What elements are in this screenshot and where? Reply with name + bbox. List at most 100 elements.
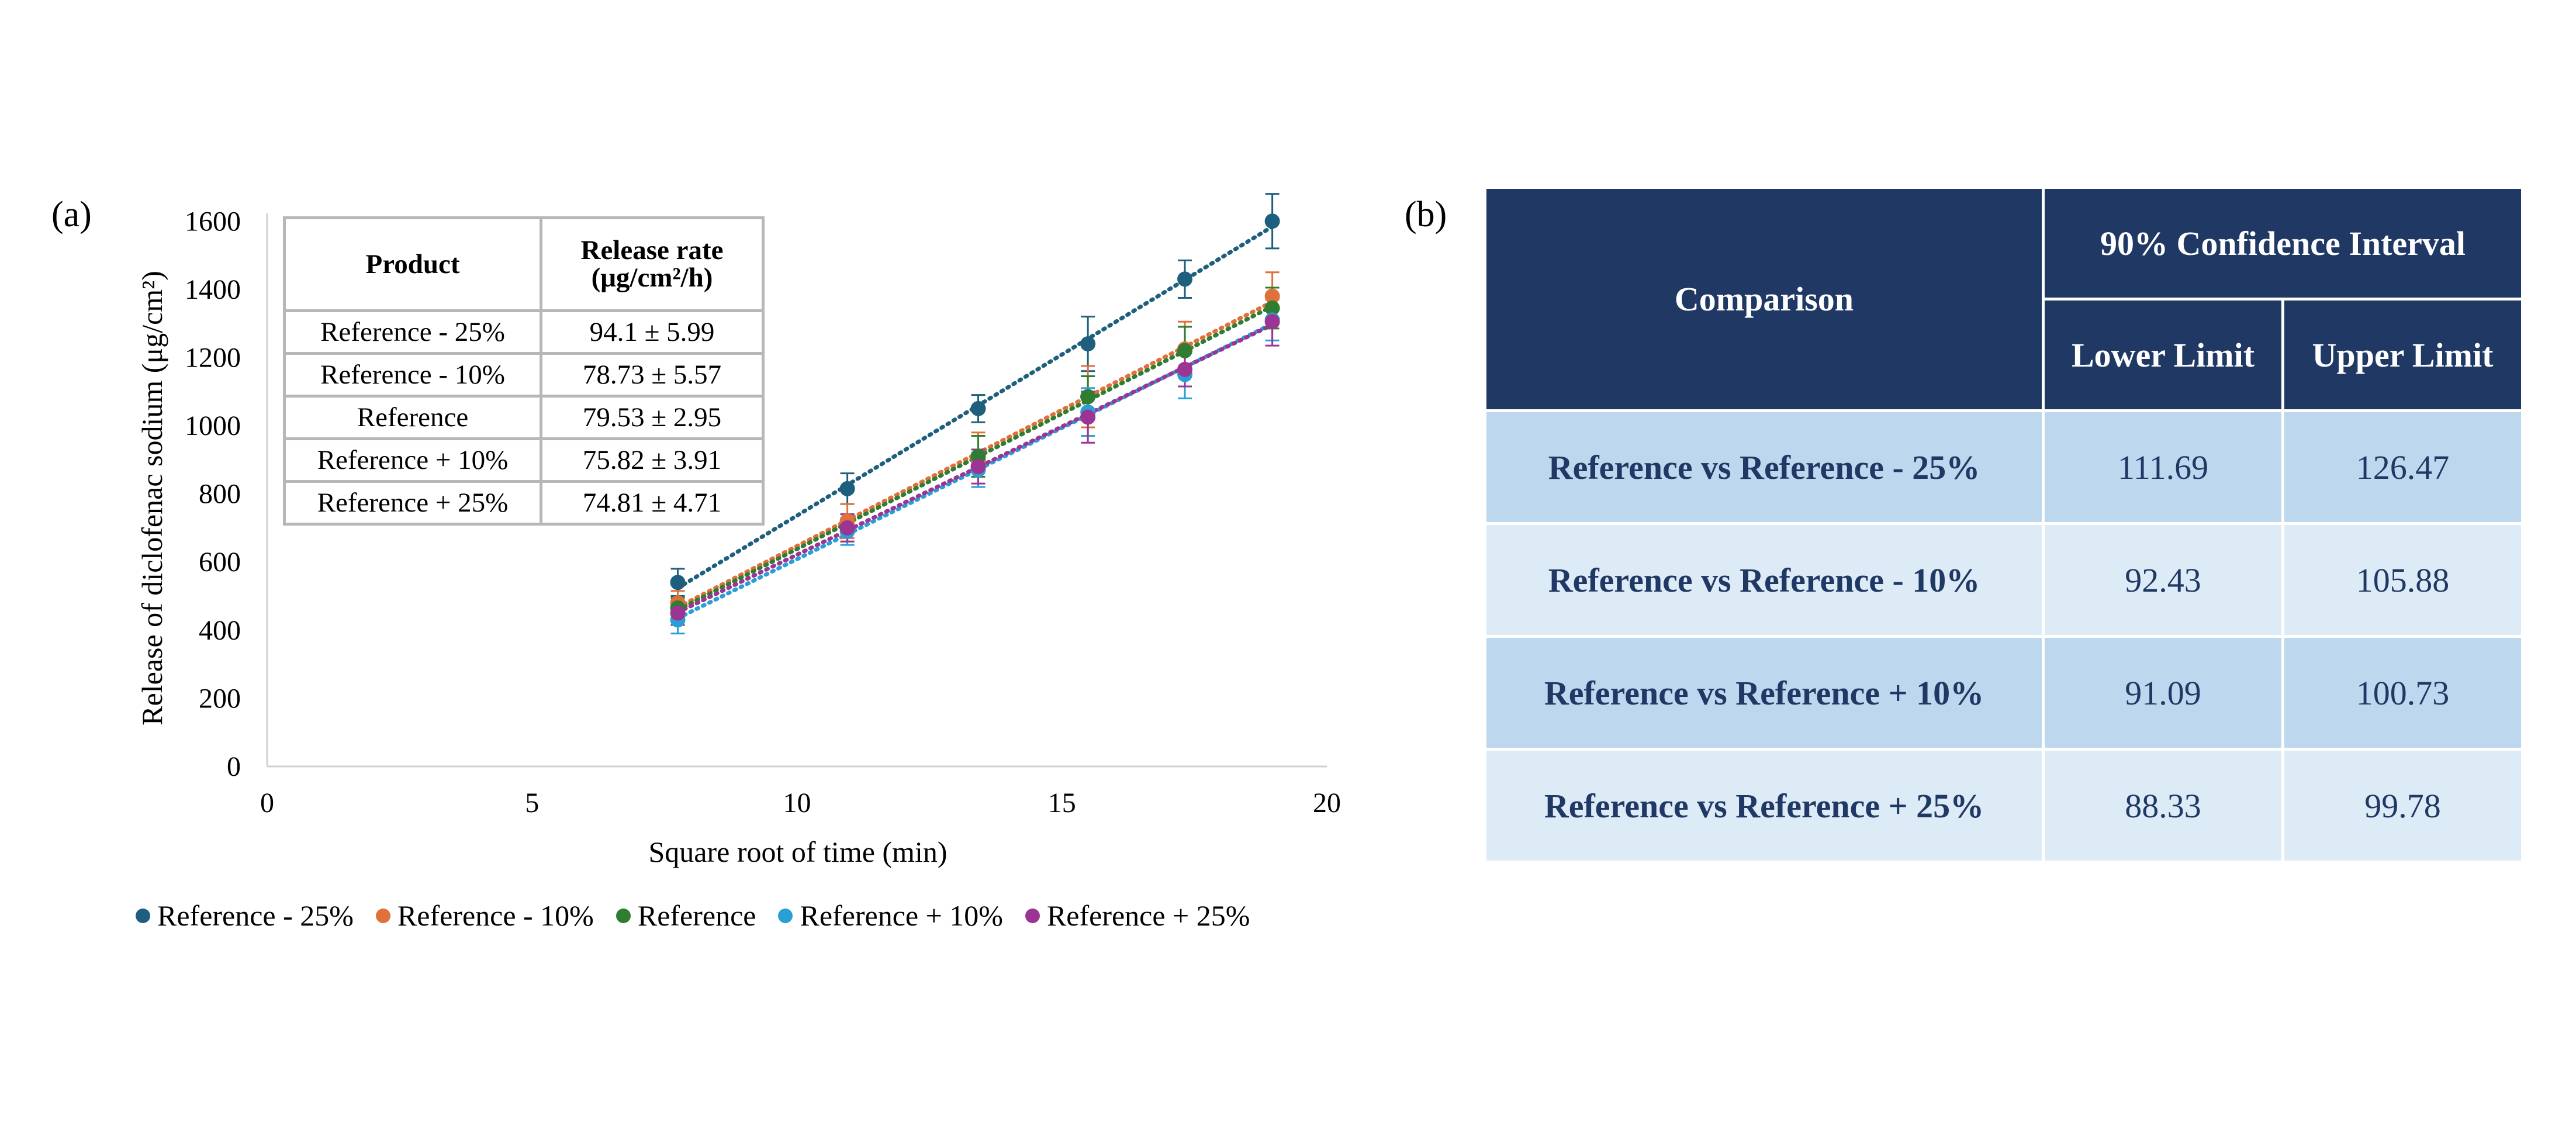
- y-tick-label: 1400: [185, 274, 241, 305]
- legend-label: Reference: [637, 899, 756, 932]
- data-point: [1177, 271, 1193, 287]
- comparison-cell: Reference vs Reference - 10%: [1484, 522, 2045, 638]
- legend-marker-icon: [778, 908, 793, 923]
- header-lower-limit: Lower Limit: [2042, 298, 2284, 412]
- lower-limit-cell: 91.09: [2042, 635, 2284, 751]
- legend-marker-icon: [375, 908, 390, 923]
- upper-limit-cell: 105.88: [2281, 522, 2524, 638]
- table-row: Reference + 10% 75.82 ± 3.91: [283, 437, 765, 483]
- y-tick-label: 800: [199, 479, 241, 510]
- upper-limit-cell: 126.47: [2281, 409, 2524, 525]
- data-point: [670, 575, 686, 590]
- data-point: [1080, 336, 1096, 352]
- inset-table-header-row: Product Release rate (μg/cm²/h): [283, 216, 765, 312]
- y-tick-label: 1200: [185, 342, 241, 373]
- chart-legend: Reference - 25% Reference - 10% Reference R…: [136, 898, 1272, 933]
- legend-label: Reference + 10%: [800, 899, 1003, 932]
- ci-subheader-row: Lower Limit Upper Limit: [1485, 298, 2524, 412]
- table-row: Reference vs Reference - 25% 111.69 126.…: [1484, 409, 2524, 525]
- legend-label: Reference - 25%: [157, 899, 354, 932]
- rate-cell: 74.81 ± 4.71: [540, 480, 765, 526]
- table-row: Reference + 25% 74.81 ± 4.71: [283, 480, 765, 526]
- product-cell: Reference: [283, 395, 542, 440]
- data-point: [839, 520, 855, 536]
- product-cell: Reference - 10%: [283, 352, 542, 398]
- legend-item: Reference + 10%: [778, 899, 1003, 932]
- legend-item: Reference - 25%: [136, 899, 354, 932]
- confidence-interval-table: Comparison 90% Confidence Interval Lower…: [1484, 186, 2524, 864]
- table-row: Reference vs Reference - 10% 92.43 105.8…: [1484, 522, 2524, 638]
- lower-limit-cell: 92.43: [2042, 522, 2284, 638]
- header-confidence-interval: 90% Confidence Interval: [2042, 186, 2524, 301]
- header-product: Product: [283, 216, 542, 312]
- data-point: [670, 605, 686, 621]
- release-rate-table: Product Release rate (μg/cm²/h) Referenc…: [283, 216, 765, 526]
- data-point: [1080, 409, 1096, 425]
- panel-label-b: (b): [1405, 195, 1447, 234]
- product-cell: Reference + 10%: [283, 437, 542, 483]
- product-cell: Reference + 25%: [283, 480, 542, 526]
- header-comparison: Comparison: [1484, 186, 2045, 412]
- comparison-cell: Reference vs Reference + 10%: [1484, 635, 2045, 751]
- legend-label: Reference + 25%: [1046, 899, 1250, 932]
- upper-limit-cell: 100.73: [2281, 635, 2524, 751]
- trendline: [676, 224, 1275, 590]
- data-point: [1264, 213, 1280, 229]
- data-point: [839, 481, 855, 496]
- legend-item: Reference + 25%: [1025, 899, 1250, 932]
- table-row: Reference vs Reference + 25% 88.33 99.78: [1484, 748, 2524, 864]
- y-tick-label: 600: [199, 547, 241, 578]
- y-axis-title: Release of diclofenac sodium (μg/cm²): [136, 271, 168, 726]
- legend-marker-icon: [1025, 908, 1040, 923]
- y-tick-label: 200: [199, 683, 241, 714]
- x-axis-title: Square root of time (min): [649, 835, 948, 868]
- x-tick-label: 0: [260, 787, 274, 818]
- legend-label: Reference - 10%: [397, 899, 594, 932]
- rate-cell: 94.1 ± 5.99: [540, 309, 765, 355]
- product-cell: Reference - 25%: [283, 309, 542, 355]
- data-point: [970, 459, 986, 475]
- data-point: [1080, 389, 1096, 405]
- comparison-cell: Reference vs Reference + 25%: [1484, 748, 2045, 864]
- table-row: Reference vs Reference + 10% 91.09 100.7…: [1484, 635, 2524, 751]
- data-point: [1264, 300, 1280, 316]
- comparison-cell: Reference vs Reference - 25%: [1484, 409, 2045, 525]
- rate-cell: 79.53 ± 2.95: [540, 395, 765, 440]
- upper-limit-cell: 99.78: [2281, 748, 2524, 864]
- y-tick-label: 0: [227, 751, 241, 782]
- x-tick-label: 10: [783, 787, 811, 818]
- header-release-rate-unit: (μg/cm²/h): [591, 262, 713, 293]
- legend-item: Reference: [616, 899, 756, 932]
- data-point: [1177, 361, 1193, 377]
- lower-limit-cell: 111.69: [2042, 409, 2284, 525]
- data-point: [1264, 314, 1280, 330]
- header-release-rate-label: Release rate: [580, 235, 724, 265]
- data-points: [670, 213, 1280, 628]
- y-tick-label: 400: [199, 615, 241, 646]
- table-row: Reference 79.53 ± 2.95: [283, 395, 765, 440]
- header-release-rate: Release rate (μg/cm²/h): [540, 216, 765, 312]
- x-tick-label: 5: [525, 787, 539, 818]
- lower-limit-cell: 88.33: [2042, 748, 2284, 864]
- rate-cell: 75.82 ± 3.91: [540, 437, 765, 483]
- header-upper-limit: Upper Limit: [2281, 298, 2524, 412]
- x-tick-label: 15: [1048, 787, 1076, 818]
- ci-header-row: Comparison 90% Confidence Interval: [1484, 186, 2524, 412]
- data-point: [1264, 288, 1280, 304]
- trendline: [676, 299, 1275, 610]
- data-point: [970, 400, 986, 416]
- y-tick-label: 1000: [185, 410, 241, 441]
- y-tick-label: 1600: [185, 206, 241, 237]
- legend-item: Reference - 10%: [375, 899, 594, 932]
- panel-label-a: (a): [51, 195, 92, 234]
- trendline: [676, 304, 1275, 612]
- x-tick-label: 20: [1313, 787, 1341, 818]
- legend-marker-icon: [136, 908, 150, 923]
- table-row: Reference - 10% 78.73 ± 5.57: [283, 352, 765, 398]
- table-row: Reference - 25% 94.1 ± 5.99: [283, 309, 765, 355]
- data-point: [1177, 343, 1193, 358]
- legend-marker-icon: [616, 908, 631, 923]
- rate-cell: 78.73 ± 5.57: [540, 352, 765, 398]
